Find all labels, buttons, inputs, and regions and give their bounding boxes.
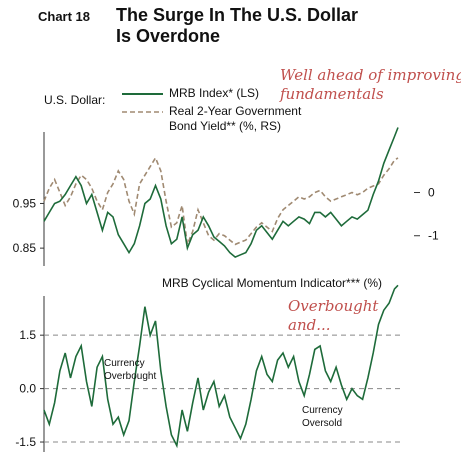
bottom-panel-title: MRB Cyclical Momentum Indicator*** (%) bbox=[162, 276, 383, 290]
annotation-bottom: Overbought and... bbox=[288, 297, 378, 335]
chart-title: The Surge In The U.S. Dollar Is Overdone bbox=[116, 5, 358, 47]
chart-title-line1: The Surge In The U.S. Dollar bbox=[116, 5, 359, 25]
annotation-top-line1: Well ahead of improving bbox=[280, 66, 461, 84]
bottom-left-axis: 1.5 0.0 -1.5 bbox=[15, 296, 45, 452]
label-overbought-line2: Overbought bbox=[104, 371, 156, 382]
legend-yield-line1: Real 2-Year Government bbox=[169, 104, 302, 118]
chart-title-line2: Is Overdone bbox=[116, 26, 221, 46]
top-left-tick-label: 0.85 bbox=[13, 241, 37, 255]
top-left-tick-label: 0.95 bbox=[13, 196, 37, 210]
top-right-tick-label: 0 bbox=[428, 186, 435, 200]
label-oversold-line2: Oversold bbox=[302, 418, 342, 429]
bottom-left-tick-label: 0.0 bbox=[19, 382, 36, 396]
series-line-momentum bbox=[43, 284, 399, 449]
axis-group-label: U.S. Dollar: bbox=[44, 93, 106, 107]
top-right-axis: 0 -1 bbox=[414, 186, 439, 243]
reference-lines bbox=[44, 334, 404, 443]
series-line-index bbox=[43, 127, 399, 259]
annotation-top: Well ahead of improving fundamentals bbox=[280, 66, 461, 104]
legend-swatches bbox=[122, 93, 163, 113]
annotation-top-line2: fundamentals bbox=[280, 85, 384, 103]
bottom-left-tick-label: -1.5 bbox=[15, 435, 36, 449]
label-oversold-line1: Currency bbox=[302, 405, 343, 416]
top-series bbox=[43, 127, 399, 259]
annotation-bottom-line2: and... bbox=[288, 316, 331, 334]
top-right-tick-label: -1 bbox=[428, 229, 439, 243]
label-overbought-line1: Currency bbox=[104, 358, 145, 369]
legend-index-label: MRB Index* (LS) bbox=[169, 86, 260, 100]
chart-number: Chart 18 bbox=[38, 9, 91, 24]
bottom-left-tick-label: 1.5 bbox=[19, 328, 36, 342]
legend-yield-line2: Bond Yield** (%, RS) bbox=[169, 119, 282, 133]
annotation-bottom-line1: Overbought bbox=[288, 297, 379, 315]
series-line-yield bbox=[43, 156, 399, 248]
legend-yield-label: Real 2-Year Government Bond Yield** (%, … bbox=[169, 104, 301, 134]
top-left-axis: 0.85 0.95 bbox=[13, 132, 45, 266]
